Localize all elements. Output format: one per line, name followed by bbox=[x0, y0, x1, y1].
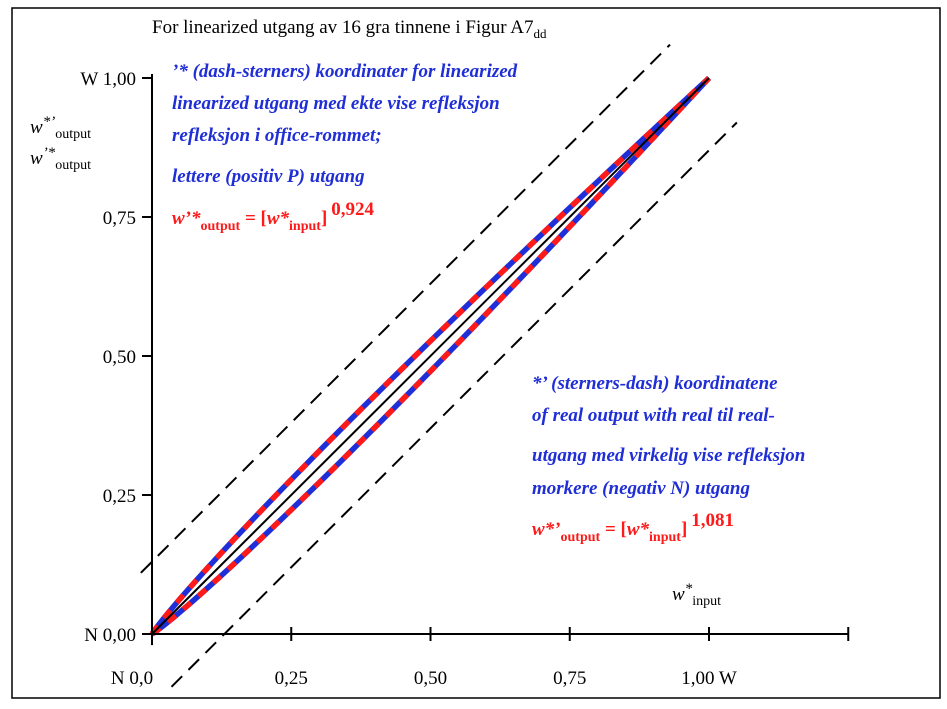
upper-formula-input: w* bbox=[267, 208, 290, 229]
y-tick-label-4: W 1,00 bbox=[80, 69, 136, 90]
x-tick-label-4: 1,00 W bbox=[681, 668, 737, 689]
legend-lower-formula: w*’output = [w*input] 1,081 bbox=[532, 510, 734, 545]
legend-upper-formula: w’*output = [w*input] 0,924 bbox=[172, 199, 375, 234]
y-label2-sub: output bbox=[55, 158, 91, 173]
y-tick-label-2: 0,50 bbox=[103, 347, 136, 368]
legend-lower-line-1: *’ (sterners-dash) koordinatene bbox=[532, 373, 778, 394]
upper-formula-close: ] bbox=[321, 208, 327, 229]
legend-lower-line-2: of real output with real til real- bbox=[532, 405, 775, 426]
y-axis-label-line1: w*’output bbox=[30, 114, 91, 142]
legend-upper-line-2: linearized utgang med ekte vise refleksj… bbox=[172, 93, 500, 114]
y-tick-label-0: N 0,00 bbox=[84, 625, 136, 646]
chart-title: For linearized utgang av 16 gra tinnene … bbox=[152, 17, 547, 41]
x-axis-label: w*input bbox=[672, 581, 721, 609]
upper-formula-eq: = [ bbox=[240, 208, 267, 229]
x-label-sub: input bbox=[692, 594, 721, 609]
power-curve-lower-red bbox=[150, 76, 712, 637]
legend-lower-line-3: utgang med virkelig vise refleksjon bbox=[532, 445, 805, 466]
axes: N 0,00 0,25 0,50 0,75 W 1,00 N 0,0 0,25 0,50 0,7… bbox=[80, 69, 850, 689]
x-tick-label-2: 0,50 bbox=[414, 668, 447, 689]
lower-formula-eq: = [ bbox=[600, 519, 627, 540]
upper-formula-exponent: 0,924 bbox=[331, 199, 374, 220]
legend-upper-line-3: refleksjon i office-rommet; bbox=[172, 125, 382, 146]
y-label1-base: w bbox=[30, 117, 43, 138]
y-label2-sup: ’* bbox=[43, 145, 56, 161]
chart-title-main: For linearized utgang av 16 gra tinnene … bbox=[152, 17, 534, 38]
x-tick-label-1: 0,25 bbox=[275, 668, 308, 689]
figure-frame bbox=[11, 7, 941, 699]
upper-formula-lhs-sub: output bbox=[201, 219, 241, 234]
y-axis-label-line2: w’*output bbox=[30, 145, 91, 173]
lower-formula-exponent: 1,081 bbox=[691, 510, 734, 531]
y-label1-sup: *’ bbox=[43, 114, 56, 130]
y-tick-label-3: 0,75 bbox=[103, 208, 136, 229]
y-label1-sub: output bbox=[55, 127, 91, 142]
lower-formula-lhs-sub: output bbox=[561, 530, 601, 545]
lower-formula-lhs: w*’ bbox=[532, 519, 561, 540]
y-tick-label-1: 0,25 bbox=[103, 486, 136, 507]
y-label2-base: w bbox=[30, 148, 43, 169]
chart-title-sub: dd bbox=[534, 26, 548, 41]
x-label-sup: * bbox=[685, 581, 693, 597]
legend-upper: ’* (dash-sterners) koordinater for linea… bbox=[172, 61, 518, 234]
lower-formula-input: w* bbox=[627, 519, 650, 540]
legend-upper-line-4: lettere (positiv P) utgang bbox=[172, 166, 365, 187]
lower-formula-input-sub: input bbox=[649, 530, 681, 545]
reference-dashed-line-upper bbox=[140, 43, 671, 574]
plot-area bbox=[140, 43, 738, 688]
upper-formula-input-sub: input bbox=[289, 219, 321, 234]
power-curve-upper-red bbox=[149, 75, 711, 636]
legend-upper-line-1: ’* (dash-sterners) koordinater for linea… bbox=[172, 61, 518, 82]
legend-lower-line-4: morkere (negativ N) utgang bbox=[532, 478, 750, 499]
x-label-base: w bbox=[672, 584, 685, 605]
upper-formula-lhs: w’* bbox=[172, 208, 201, 229]
reference-dashed-line-lower bbox=[170, 121, 738, 688]
identity-line bbox=[151, 77, 710, 635]
legend-lower: *’ (sterners-dash) koordinatene of real … bbox=[532, 373, 805, 545]
x-tick-label-3: 0,75 bbox=[553, 668, 586, 689]
x-tick-label-0: N 0,0 bbox=[111, 668, 153, 689]
lower-formula-close: ] bbox=[681, 519, 687, 540]
